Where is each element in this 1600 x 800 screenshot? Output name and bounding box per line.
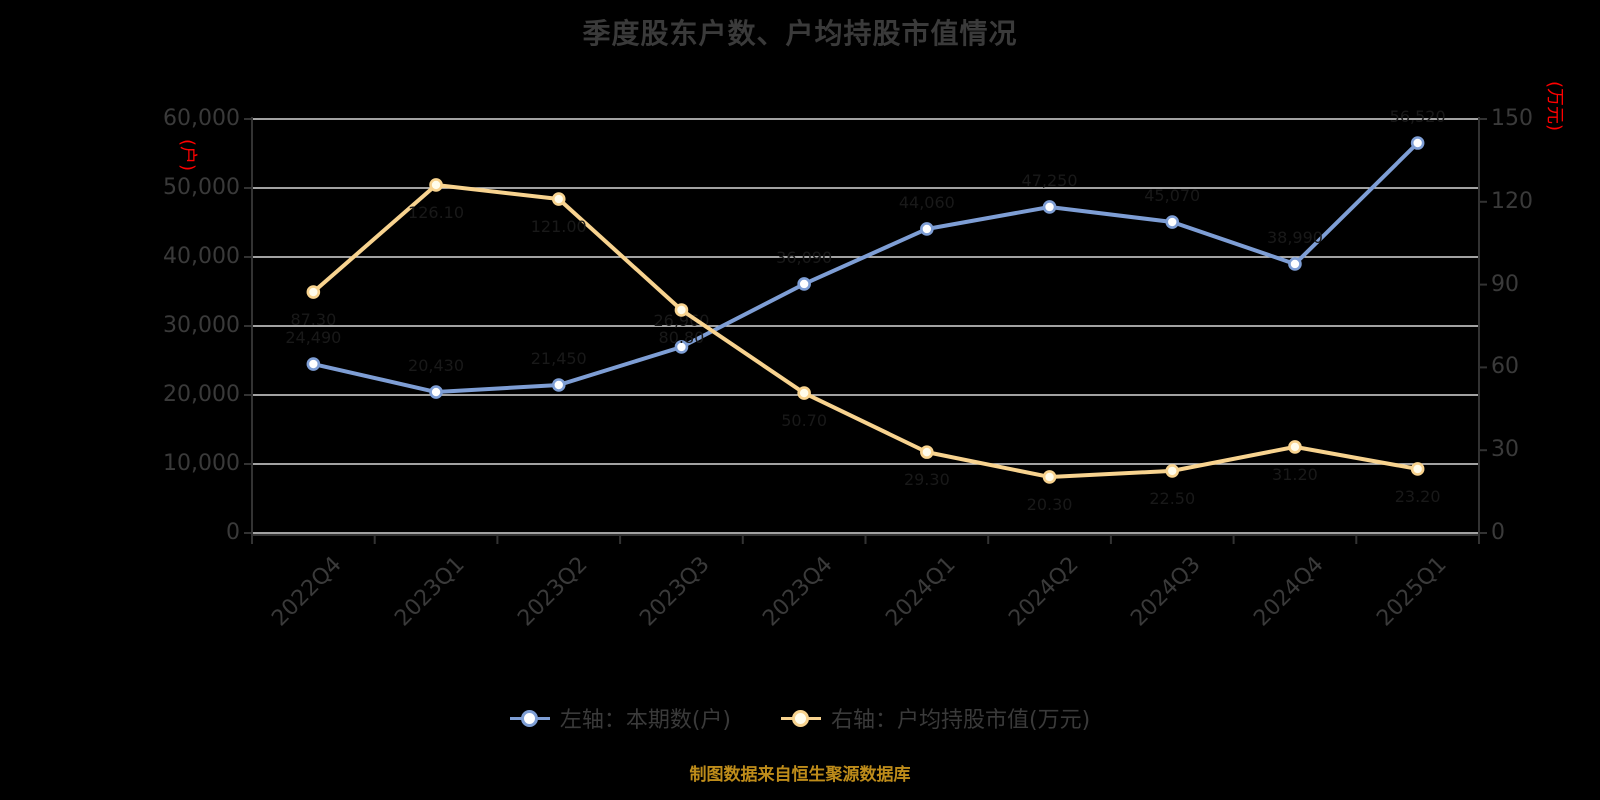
data-label: 121.00 <box>531 217 587 236</box>
data-label: 26,960 <box>653 311 709 330</box>
legend-item-shareholders[interactable]: 左轴：本期数(户) <box>509 702 731 734</box>
data-label: 45,070 <box>1144 186 1200 205</box>
data-point-1-2025Q1[interactable] <box>1410 462 1425 476</box>
data-point-1-2024Q1[interactable] <box>920 445 934 459</box>
left-axis-tick-label: 20,000 <box>163 382 240 407</box>
data-point-1-2022Q4[interactable] <box>306 285 321 299</box>
data-point-0-2024Q3[interactable] <box>1165 215 1180 229</box>
data-point-1-2023Q3[interactable] <box>674 303 689 317</box>
data-point-1-2023Q2[interactable] <box>551 192 566 206</box>
data-label: 56,520 <box>1390 107 1446 126</box>
data-label: 23.20 <box>1395 487 1441 506</box>
left-axis-unit-label: (户) <box>177 138 198 172</box>
data-point-0-2024Q2[interactable] <box>1042 200 1057 214</box>
right-axis-tick-label: 0 <box>1491 520 1505 545</box>
data-label: 21,450 <box>531 349 587 368</box>
left-axis-tick-label: 40,000 <box>163 244 240 269</box>
legend-label: 右轴：户均持股市值(万元) <box>831 708 1091 733</box>
data-label: 47,250 <box>1022 171 1078 190</box>
right-axis-tick-label: 60 <box>1491 354 1519 380</box>
data-label: 22.50 <box>1149 489 1195 508</box>
data-point-0-2024Q1[interactable] <box>920 222 934 236</box>
data-label: 20,430 <box>408 356 464 375</box>
right-axis-tick-label: 90 <box>1491 271 1519 297</box>
line-circle-marker-icon <box>509 709 550 727</box>
chart-title: 季度股东户数、户均持股市值情况 <box>582 17 1018 50</box>
data-label: 87.30 <box>290 310 336 329</box>
data-point-1-2024Q3[interactable] <box>1165 464 1180 478</box>
series-line-0[interactable] <box>311 141 1420 395</box>
data-point-0-2023Q2[interactable] <box>551 378 566 392</box>
data-point-0-2023Q4[interactable] <box>797 277 811 291</box>
line-circle-marker-icon <box>781 709 821 727</box>
data-label: 20.30 <box>1027 495 1073 514</box>
data-label: 29.30 <box>904 470 950 489</box>
right-axis-tick-label: 120 <box>1491 188 1533 214</box>
data-point-0-2025Q1[interactable] <box>1410 136 1425 150</box>
data-label: 80.80 <box>659 328 705 347</box>
left-axis-tick-label: 0 <box>226 520 240 545</box>
data-source-note: 制图数据来自恒生聚源数据库 <box>689 765 911 785</box>
right-axis-tick-label: 30 <box>1491 437 1519 463</box>
data-label: 50.70 <box>781 411 827 430</box>
right-axis-tick-label: 150 <box>1491 106 1533 131</box>
data-point-1-2024Q4[interactable] <box>1288 440 1302 454</box>
data-point-1-2024Q2[interactable] <box>1042 470 1057 484</box>
left-axis-tick-label: 50,000 <box>163 175 240 200</box>
legend-item-avg-market-value[interactable]: 右轴：户均持股市值(万元) <box>781 702 1090 734</box>
left-axis-tick-label: 10,000 <box>163 451 240 476</box>
data-point-0-2022Q4[interactable] <box>306 357 321 371</box>
data-label: 38,990 <box>1267 228 1323 247</box>
data-point-0-2023Q3[interactable] <box>674 340 689 354</box>
right-axis-unit-label: (万元) <box>1544 80 1565 132</box>
data-point-0-2023Q1[interactable] <box>429 385 443 399</box>
data-label: 44,060 <box>899 193 955 212</box>
data-point-0-2024Q4[interactable] <box>1288 257 1302 271</box>
data-label: 36,090 <box>776 248 832 267</box>
series-line-1[interactable] <box>311 182 1420 479</box>
data-label: 24,490 <box>285 328 341 347</box>
legend-label: 左轴：本期数(户) <box>559 708 731 733</box>
left-axis-tick-label: 30,000 <box>163 313 240 338</box>
data-point-1-2023Q1[interactable] <box>429 178 443 192</box>
legend: 左轴：本期数(户) 右轴：户均持股市值(万元) <box>0 702 1600 734</box>
data-label: 126.10 <box>408 203 464 222</box>
data-point-1-2023Q4[interactable] <box>797 386 811 400</box>
data-label: 31.20 <box>1272 465 1318 484</box>
left-axis-tick-label: 60,000 <box>163 106 240 131</box>
